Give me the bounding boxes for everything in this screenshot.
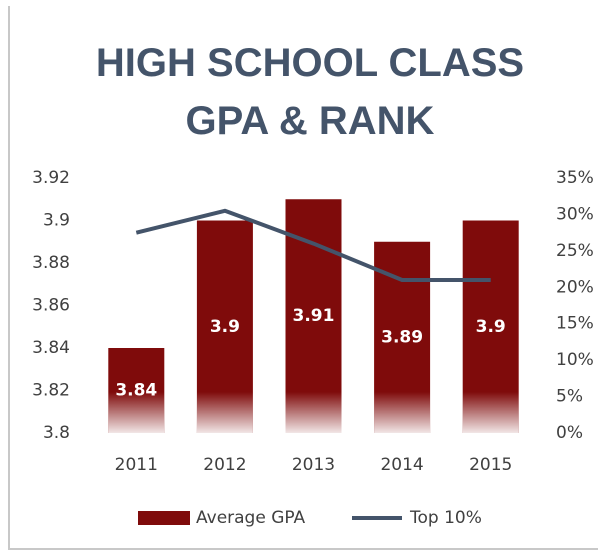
x-tick-label: 2014 bbox=[380, 455, 423, 475]
y2-tick-label: 0% bbox=[556, 423, 583, 443]
bar-fade bbox=[196, 220, 253, 433]
y2-tick-label: 20% bbox=[556, 277, 594, 297]
data-label: 3.84 bbox=[115, 381, 157, 401]
legend-label: Average GPA bbox=[196, 508, 306, 528]
bar-fade bbox=[108, 348, 165, 433]
y2-tick-label: 10% bbox=[556, 350, 594, 370]
y-tick-label: 3.84 bbox=[32, 338, 70, 358]
bar-fade bbox=[462, 220, 519, 433]
y-tick-label: 3.92 bbox=[32, 168, 70, 188]
chart-frame bbox=[8, 6, 598, 550]
chart-title: HIGH SCHOOL CLASS GPA & RANK bbox=[95, 41, 525, 143]
y-tick-label: 3.82 bbox=[32, 381, 70, 401]
y-tick-label: 3.9 bbox=[43, 211, 70, 231]
x-tick-label: 2013 bbox=[292, 455, 335, 475]
y2-tick-label: 5% bbox=[556, 387, 583, 407]
legend-label: Top 10% bbox=[409, 508, 482, 528]
data-label: 3.89 bbox=[381, 327, 423, 347]
y-tick-label: 3.88 bbox=[32, 253, 70, 273]
data-label: 3.9 bbox=[476, 317, 506, 337]
y-tick-label: 3.86 bbox=[32, 296, 70, 316]
y2-tick-label: 30% bbox=[556, 204, 594, 224]
x-tick-label: 2011 bbox=[115, 455, 158, 475]
x-tick-label: 2015 bbox=[469, 455, 512, 475]
x-tick-label: 2012 bbox=[203, 455, 246, 475]
legend-swatch bbox=[138, 511, 190, 525]
y2-tick-label: 25% bbox=[556, 241, 594, 261]
y-tick-label: 3.8 bbox=[43, 423, 70, 443]
data-label: 3.9 bbox=[210, 317, 240, 337]
y2-tick-label: 15% bbox=[556, 314, 594, 334]
data-label: 3.91 bbox=[293, 306, 335, 326]
y2-tick-label: 35% bbox=[556, 168, 594, 188]
line bbox=[135, 208, 491, 282]
